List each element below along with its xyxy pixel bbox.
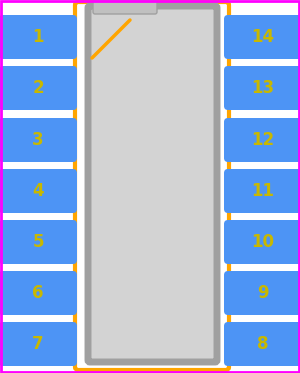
Text: 2: 2 bbox=[32, 79, 44, 97]
FancyBboxPatch shape bbox=[224, 15, 300, 59]
Text: 1: 1 bbox=[32, 28, 44, 46]
Text: 4: 4 bbox=[32, 182, 44, 200]
FancyBboxPatch shape bbox=[0, 118, 77, 162]
FancyBboxPatch shape bbox=[0, 271, 77, 315]
FancyBboxPatch shape bbox=[224, 220, 300, 264]
FancyBboxPatch shape bbox=[88, 6, 217, 362]
Text: 10: 10 bbox=[251, 233, 274, 251]
Text: 5: 5 bbox=[32, 233, 44, 251]
FancyBboxPatch shape bbox=[224, 271, 300, 315]
FancyBboxPatch shape bbox=[0, 322, 77, 366]
FancyBboxPatch shape bbox=[224, 118, 300, 162]
FancyBboxPatch shape bbox=[0, 66, 77, 110]
Text: 13: 13 bbox=[251, 79, 274, 97]
FancyBboxPatch shape bbox=[93, 0, 157, 14]
Text: 3: 3 bbox=[32, 131, 44, 149]
Text: 14: 14 bbox=[251, 28, 274, 46]
Text: 7: 7 bbox=[32, 335, 44, 353]
FancyBboxPatch shape bbox=[224, 169, 300, 213]
Text: 11: 11 bbox=[251, 182, 274, 200]
FancyBboxPatch shape bbox=[0, 220, 77, 264]
Text: 8: 8 bbox=[257, 335, 269, 353]
FancyBboxPatch shape bbox=[224, 66, 300, 110]
Text: 9: 9 bbox=[257, 284, 269, 302]
Text: 12: 12 bbox=[251, 131, 274, 149]
FancyBboxPatch shape bbox=[224, 322, 300, 366]
Text: 6: 6 bbox=[32, 284, 44, 302]
FancyBboxPatch shape bbox=[0, 15, 77, 59]
FancyBboxPatch shape bbox=[0, 169, 77, 213]
